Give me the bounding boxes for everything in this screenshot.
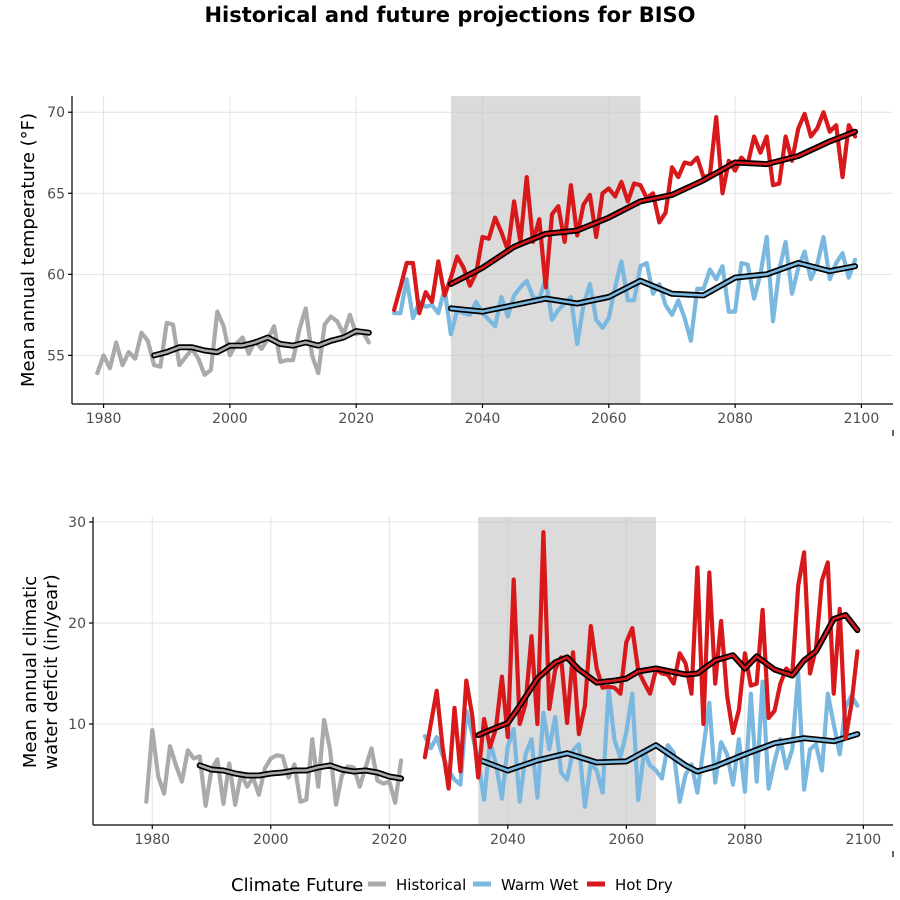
legend-label-hot-dry: Hot Dry [615, 876, 673, 894]
x-tick-label-2060: 2060 [591, 411, 627, 427]
temperature-panel: 1980 2000 2020 2040 2060 2080 2100 55 60 65 70 Mean… [18, 96, 894, 436]
x-tick-label-1980: 1980 [86, 411, 122, 427]
shaded-period [450, 96, 641, 404]
series-historical-line [95, 306, 371, 377]
legend-item-historical: Historical [368, 876, 466, 894]
series-historical-smooth-outline [151, 328, 372, 359]
y-tick-label-65: 65 [47, 186, 65, 202]
y-tick-label-30: 30 [68, 515, 86, 531]
x-tick-label-2060: 2060 [609, 832, 645, 848]
x-tick-label-2040: 2040 [465, 411, 501, 427]
series-hot-dry-smooth-line [476, 613, 859, 737]
series-historical-smooth-line [152, 329, 371, 357]
y-axis-label-line: Mean annual climatic [20, 576, 41, 768]
legend: Climate Future Historical Warm Wet Hot D… [231, 875, 673, 896]
y-tick-label-60: 60 [47, 267, 65, 283]
legend-item-hot-dry: Hot Dry [587, 876, 673, 894]
series-warm-wet-smooth-line [449, 261, 857, 313]
y-tick-label-20: 20 [68, 616, 86, 632]
y-tick-label-10: 10 [68, 717, 86, 733]
water-deficit-panel: 1980 2000 2020 2040 2060 2080 2100 10 20 30 Mean a… [20, 515, 894, 857]
y-tick-label-55: 55 [47, 348, 65, 364]
y-axis-label: Mean annual climaticwater deficit (in/ye… [20, 574, 62, 769]
legend-label-historical: Historical [396, 876, 466, 894]
x-tick-label-2100: 2100 [846, 832, 882, 848]
x-tick-label-2020: 2020 [371, 832, 407, 848]
series-hot-dry-line [392, 110, 858, 316]
y-axis-label-line: water deficit (in/year) [41, 574, 62, 769]
chart-title: Historical and future projections for BI… [204, 3, 695, 27]
x-tick-label-2080: 2080 [727, 832, 763, 848]
series-historical-smooth-line [198, 764, 403, 780]
y-tick-label-70: 70 [47, 105, 65, 121]
legend-title: Climate Future [231, 875, 363, 896]
x-tick-label-2040: 2040 [490, 832, 526, 848]
series-historical-line [144, 717, 404, 808]
x-tick-label-2080: 2080 [717, 411, 753, 427]
x-tick-label-2000: 2000 [253, 832, 289, 848]
x-tick-label-2000: 2000 [212, 411, 248, 427]
x-tick-label-1980: 1980 [134, 832, 170, 848]
series-warm-wet-line [422, 671, 860, 809]
x-tick-label-2100: 2100 [844, 411, 880, 427]
y-axis-label: Mean annual temperature (°F) [18, 113, 39, 387]
legend-label-warm-wet: Warm Wet [501, 876, 579, 894]
series-warm-wet-smooth-line [476, 732, 859, 773]
legend-item-warm-wet: Warm Wet [473, 876, 579, 894]
series-hot-dry-smooth-line [449, 130, 857, 286]
x-tick-label-2020: 2020 [338, 411, 374, 427]
